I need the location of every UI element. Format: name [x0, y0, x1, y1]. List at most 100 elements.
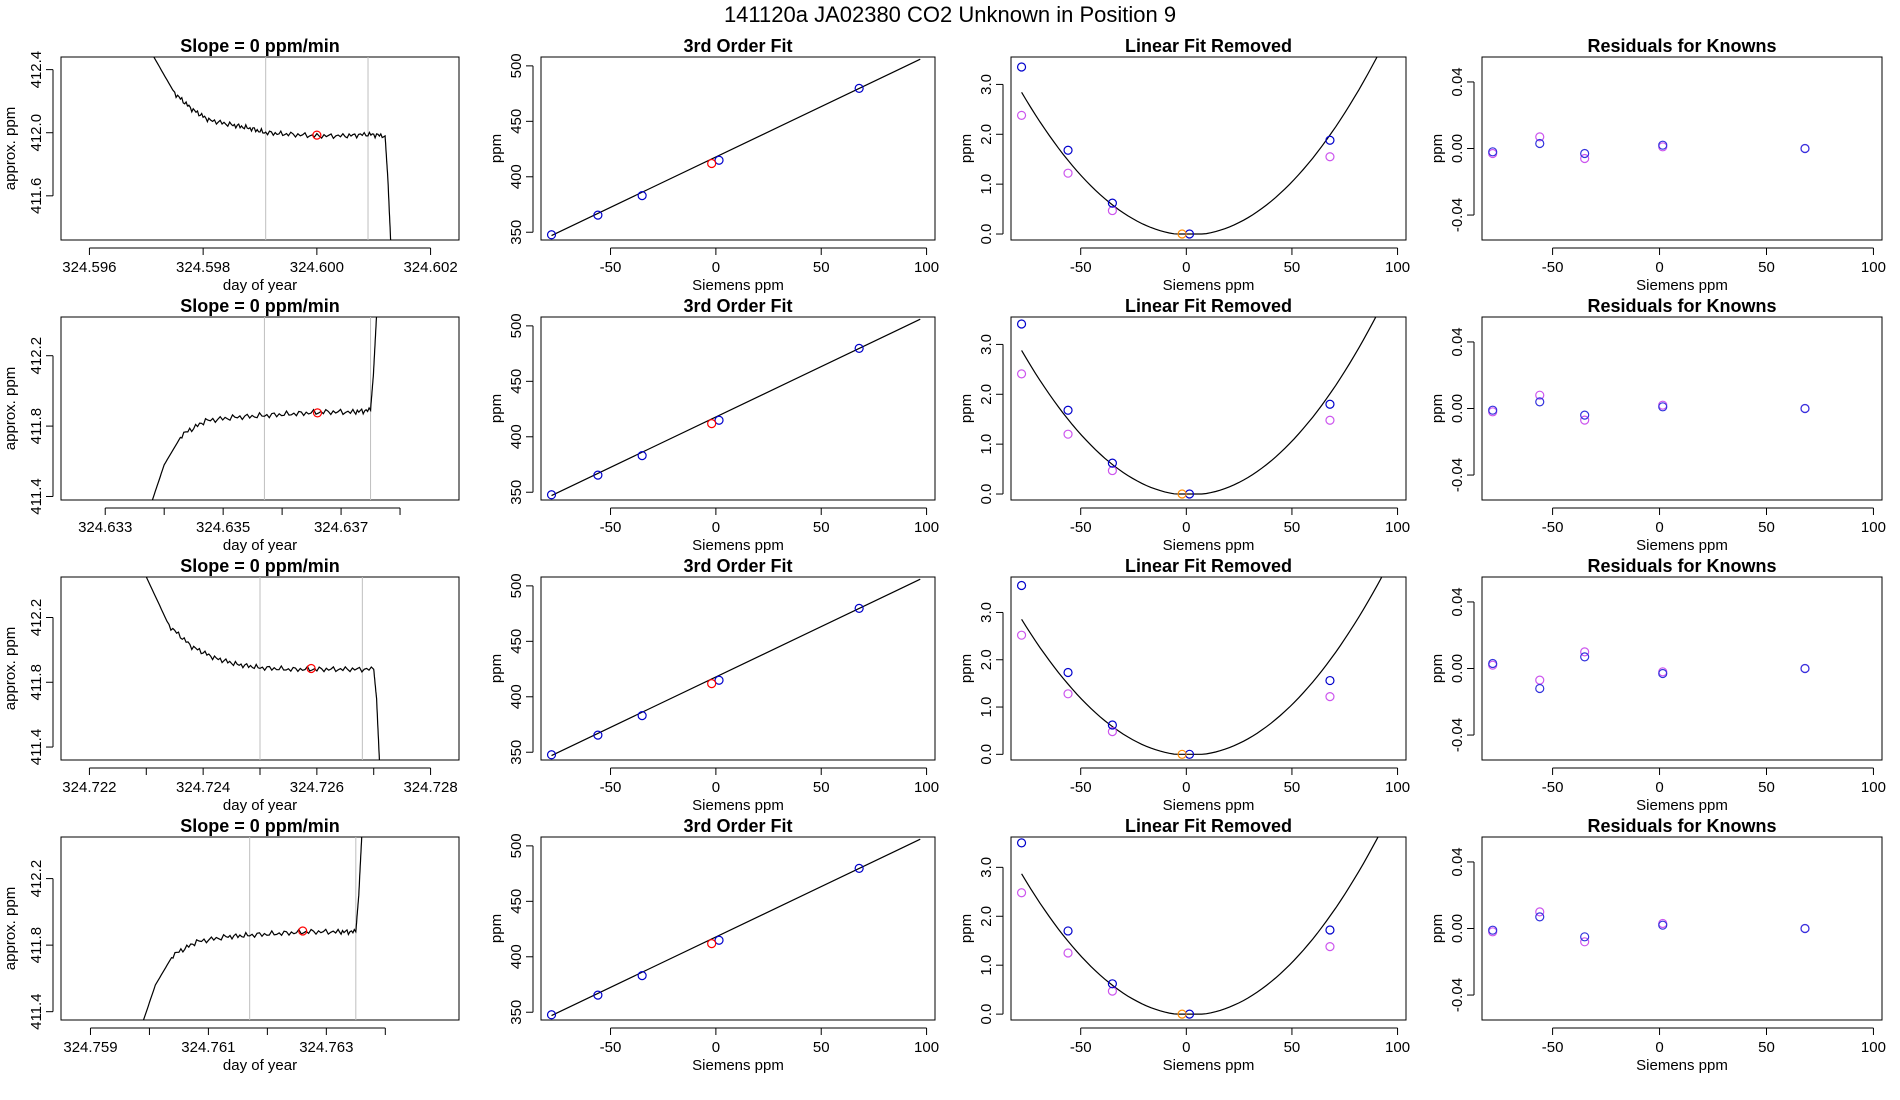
y-tick-label: 0.00: [1449, 134, 1466, 163]
y-axis-label: ppm: [488, 134, 505, 163]
residual-point: [1580, 153, 1590, 164]
y-tick-label: 3.0: [978, 334, 995, 355]
model-point: [1107, 986, 1117, 996]
x-tick-label: 324.600: [290, 259, 344, 276]
y-tick-label: 350: [508, 1000, 525, 1025]
residual-point: [1658, 920, 1668, 930]
x-axis-label: Siemens ppm: [1163, 797, 1255, 814]
concentration-trace: [151, 317, 378, 500]
known-point: [1184, 489, 1195, 499]
y-tick-label: 3.0: [978, 857, 995, 878]
x-axis-label: Siemens ppm: [692, 797, 784, 814]
x-tick-label: 0: [1655, 1039, 1663, 1056]
y-tick-label: 400: [508, 424, 525, 449]
x-tick-label: 324.602: [403, 259, 457, 276]
x-tick-label: 0: [1182, 1039, 1190, 1056]
x-tick-label: 100: [1861, 1039, 1886, 1056]
y-tick-label: 350: [508, 220, 525, 245]
x-tick-label: 0: [1655, 259, 1663, 276]
known-point: [1325, 675, 1335, 686]
x-tick-label: 0: [1655, 779, 1663, 796]
model-point: [1325, 415, 1335, 425]
panel-title: Residuals for Knowns: [1587, 816, 1776, 836]
x-axis-label: Siemens ppm: [1163, 277, 1255, 294]
x-axis-label: day of year: [223, 277, 297, 294]
residual-point: [1658, 402, 1668, 412]
panel-title: Slope = 0 ppm/min: [180, 36, 340, 56]
known-point: [546, 750, 557, 760]
y-tick-label: 0.0: [978, 224, 995, 245]
y-tick-label: -0.04: [1449, 978, 1466, 1012]
unknown-point: [707, 939, 717, 949]
plot-frame: [1481, 56, 1883, 241]
y-axis-label: approx. ppm: [2, 627, 19, 710]
y-tick-label: 411.8: [28, 664, 45, 700]
x-axis-label: Siemens ppm: [1636, 797, 1728, 814]
known-point: [1016, 62, 1027, 72]
model-point: [1016, 630, 1027, 640]
plot-frame: [1010, 576, 1407, 761]
plot-frame: [1010, 836, 1407, 1021]
y-tick-label: -0.04: [1449, 718, 1466, 752]
y-tick-label: 0.04: [1449, 847, 1466, 876]
x-tick-label: 100: [914, 779, 939, 796]
x-tick-label: -50: [600, 1039, 622, 1056]
x-tick-label: 0: [1182, 779, 1190, 796]
y-tick-label: 412.4: [28, 51, 45, 89]
known-point: [1107, 458, 1117, 468]
y-tick-label: 411.8: [28, 927, 45, 963]
y-tick-label: 500: [508, 573, 525, 598]
y-tick-label: 400: [508, 164, 525, 189]
fit-line: [551, 578, 921, 757]
y-tick-label: 450: [508, 889, 525, 914]
panel-title: Linear Fit Removed: [1125, 556, 1292, 576]
x-tick-label: -50: [1070, 1039, 1092, 1056]
panel-title: Slope = 0 ppm/min: [180, 556, 340, 576]
x-tick-label: -50: [600, 259, 622, 276]
y-tick-label: 411.6: [28, 178, 45, 214]
residual-point: [1580, 937, 1590, 947]
residual-point: [1800, 923, 1810, 934]
y-axis-label: approx. ppm: [2, 107, 19, 190]
panel-r4-lin: Linear Fit Removed -50 0 50 100 Siemens ppm 0.…: [958, 816, 1410, 1074]
model-point: [1325, 152, 1335, 162]
y-axis-label: ppm: [958, 914, 975, 943]
model-point: [1016, 888, 1027, 898]
y-tick-label: 412.2: [28, 337, 45, 375]
plot-frame: [1481, 836, 1883, 1021]
known-point: [1063, 145, 1073, 155]
x-axis-label: Siemens ppm: [692, 1057, 784, 1074]
known-point: [1107, 198, 1117, 208]
y-tick-label: 1.0: [978, 434, 995, 455]
known-point: [637, 451, 647, 461]
panel-title: Residuals for Knowns: [1587, 556, 1776, 576]
y-tick-label: 2.0: [978, 649, 995, 670]
x-tick-label: 0: [1655, 519, 1663, 536]
mean-marker: [298, 926, 308, 936]
plot-area: [546, 58, 921, 240]
known-point: [1325, 925, 1335, 935]
y-axis-label: ppm: [958, 394, 975, 423]
panel-title: Slope = 0 ppm/min: [180, 816, 340, 836]
panel-title: Linear Fit Removed: [1125, 36, 1292, 56]
model-point: [1325, 692, 1335, 702]
plot-area: [1488, 390, 1810, 425]
panel-r1-slope: Slope = 0 ppm/min 324.596 324.598 324.600 32…: [2, 36, 460, 294]
plot-frame: [540, 836, 936, 1021]
y-axis-label: ppm: [488, 914, 505, 943]
known-point: [546, 490, 557, 500]
known-point: [1016, 319, 1027, 329]
known-point: [1325, 135, 1335, 145]
x-axis-label: Siemens ppm: [1163, 1057, 1255, 1074]
plot-area: [142, 837, 363, 1020]
panel-r4-res: Residuals for Knowns -50 0 50 100 Siemens ppm…: [1429, 816, 1886, 1074]
plot-frame: [540, 576, 936, 761]
x-tick-label: -50: [1542, 1039, 1564, 1056]
y-tick-label: 2.0: [978, 384, 995, 405]
x-tick-label: 50: [813, 1039, 830, 1056]
known-point: [546, 230, 557, 240]
known-point: [637, 971, 647, 981]
y-tick-label: 450: [508, 629, 525, 654]
plot-frame: [1010, 56, 1407, 241]
